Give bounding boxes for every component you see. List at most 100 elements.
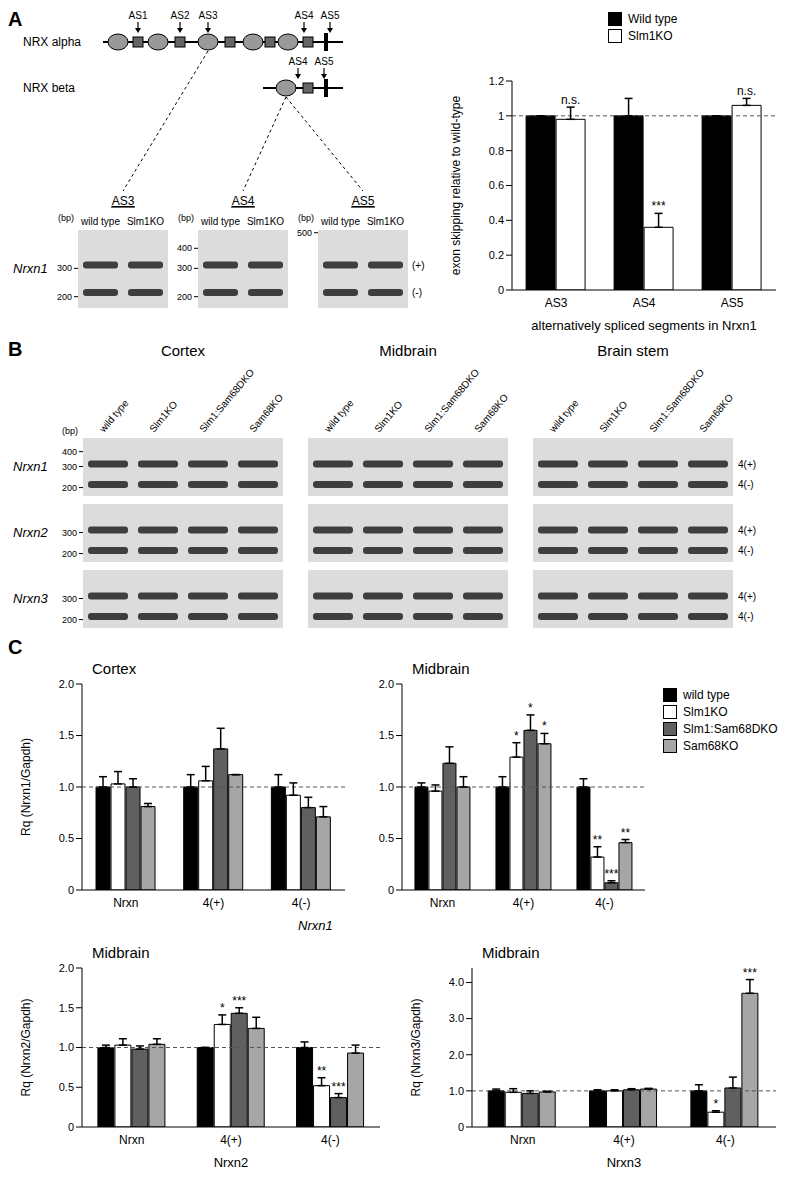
- svg-text:*: *: [514, 729, 519, 743]
- svg-text:**: **: [593, 833, 603, 847]
- svg-text:200: 200: [62, 549, 77, 559]
- svg-text:0: 0: [388, 884, 394, 896]
- svg-text:0: 0: [458, 1121, 464, 1133]
- svg-text:alternatively spliced segments: alternatively spliced segments in Nrxn1: [531, 318, 756, 333]
- svg-text:Nrxn3: Nrxn3: [13, 591, 48, 606]
- svg-text:1: 1: [498, 110, 504, 122]
- svg-text:Nrxn: Nrxn: [113, 896, 138, 910]
- svg-text:AS4: AS4: [633, 296, 656, 310]
- svg-text:0: 0: [68, 1121, 74, 1133]
- svg-text:Rq (Nrxn1/Gapdh): Rq (Nrxn1/Gapdh): [19, 738, 33, 836]
- svg-text:Nrxn2: Nrxn2: [13, 525, 48, 540]
- svg-text:500: 500: [297, 228, 312, 238]
- svg-text:0.6: 0.6: [489, 179, 504, 191]
- svg-text:300: 300: [57, 263, 72, 273]
- svg-text:Sam68KO: Sam68KO: [697, 392, 735, 435]
- svg-text:Cortex: Cortex: [161, 342, 206, 359]
- svg-text:(-): (-): [412, 287, 422, 298]
- svg-text:Sam68KO: Sam68KO: [472, 392, 510, 435]
- svg-text:0.5: 0.5: [59, 832, 74, 844]
- svg-text:Nrxn2: Nrxn2: [214, 1155, 249, 1170]
- svg-text:200: 200: [57, 292, 72, 302]
- svg-text:0.4: 0.4: [489, 214, 504, 226]
- svg-text:Slm1:Sam68DKO: Slm1:Sam68DKO: [422, 367, 481, 435]
- svg-text:4(-): 4(-): [595, 896, 614, 910]
- svg-text:AS5: AS5: [352, 194, 375, 208]
- svg-text:2.0: 2.0: [449, 1049, 464, 1061]
- svg-text:4(-): 4(-): [292, 896, 311, 910]
- svg-text:1.0: 1.0: [449, 1085, 464, 1097]
- svg-text:AS5: AS5: [321, 10, 340, 21]
- svg-text:(bp): (bp): [298, 213, 314, 223]
- svg-text:1.5: 1.5: [379, 729, 394, 741]
- svg-text:Slm1KO: Slm1KO: [247, 216, 284, 227]
- svg-text:0.8: 0.8: [489, 145, 504, 157]
- svg-text:0: 0: [498, 284, 504, 296]
- svg-text:Nrxn1: Nrxn1: [13, 261, 48, 276]
- svg-text:1.0: 1.0: [379, 781, 394, 793]
- svg-text:4(+): 4(+): [738, 525, 756, 536]
- svg-text:n.s.: n.s.: [737, 84, 756, 98]
- svg-text:300: 300: [62, 528, 77, 538]
- svg-text:200: 200: [62, 615, 77, 625]
- svg-text:0.5: 0.5: [59, 1081, 74, 1093]
- svg-text:(bp): (bp): [178, 213, 194, 223]
- svg-text:Slm1:Sam68DKO: Slm1:Sam68DKO: [197, 367, 256, 435]
- svg-text:4.0: 4.0: [449, 976, 464, 988]
- svg-text:4(-): 4(-): [738, 611, 754, 622]
- svg-text:4(-): 4(-): [738, 479, 754, 490]
- svg-text:Nrxn1: Nrxn1: [13, 459, 48, 474]
- svg-text:4(+): 4(+): [738, 459, 756, 470]
- svg-text:AS4: AS4: [232, 194, 255, 208]
- svg-text:Rq (Nrxn2/Gapdh): Rq (Nrxn2/Gapdh): [19, 998, 33, 1096]
- svg-text:***: ***: [604, 867, 618, 881]
- svg-text:AS5: AS5: [721, 296, 744, 310]
- svg-text:AS2: AS2: [171, 10, 190, 21]
- svg-text:300: 300: [177, 263, 192, 273]
- svg-text:***: ***: [232, 994, 246, 1008]
- svg-text:***: ***: [332, 1080, 346, 1094]
- svg-text:wild type: wild type: [320, 216, 360, 227]
- svg-text:2.0: 2.0: [59, 962, 74, 974]
- svg-text:Slm1KO: Slm1KO: [367, 216, 404, 227]
- svg-text:1.0: 1.0: [59, 781, 74, 793]
- svg-text:wild type: wild type: [96, 397, 130, 435]
- svg-text:4(+): 4(+): [220, 1133, 242, 1147]
- svg-text:4(+): 4(+): [613, 1133, 635, 1147]
- svg-text:Nrxn: Nrxn: [119, 1133, 144, 1147]
- svg-text:*: *: [220, 1001, 225, 1015]
- svg-text:***: ***: [652, 199, 666, 213]
- svg-text:AS4: AS4: [289, 56, 308, 67]
- svg-text:4(+): 4(+): [513, 896, 535, 910]
- svg-text:**: **: [621, 826, 631, 840]
- svg-text:*: *: [714, 1097, 719, 1111]
- svg-text:4(-): 4(-): [321, 1133, 340, 1147]
- svg-text:1.2: 1.2: [489, 75, 504, 87]
- svg-text:NRX alpha: NRX alpha: [23, 35, 81, 49]
- svg-text:AS4: AS4: [295, 10, 314, 21]
- svg-text:wild type: wild type: [200, 216, 240, 227]
- svg-text:AS3: AS3: [112, 194, 135, 208]
- svg-text:4(-): 4(-): [716, 1133, 735, 1147]
- svg-text:1.0: 1.0: [59, 1041, 74, 1053]
- svg-text:Midbrain: Midbrain: [379, 342, 437, 359]
- svg-text:*: *: [528, 701, 533, 715]
- svg-text:300: 300: [62, 594, 77, 604]
- svg-text:Rq (Nrxn3/Gapdh): Rq (Nrxn3/Gapdh): [409, 998, 423, 1096]
- svg-text:2.0: 2.0: [379, 678, 394, 690]
- svg-text:3.0: 3.0: [449, 1012, 464, 1024]
- svg-text:Nrxn: Nrxn: [430, 896, 455, 910]
- svg-text:2.0: 2.0: [59, 678, 74, 690]
- svg-text:(bp): (bp): [62, 426, 78, 436]
- svg-text:0: 0: [68, 884, 74, 896]
- svg-text:400: 400: [177, 243, 192, 253]
- svg-text:Nrxn: Nrxn: [510, 1133, 535, 1147]
- svg-text:0.2: 0.2: [489, 249, 504, 261]
- svg-text:wild type: wild type: [546, 397, 580, 435]
- svg-text:0.5: 0.5: [379, 832, 394, 844]
- svg-text:AS3: AS3: [545, 296, 568, 310]
- svg-text:4(+): 4(+): [738, 591, 756, 602]
- svg-text:exon skipping relative to wild: exon skipping relative to wild-type: [449, 95, 463, 275]
- svg-text:4(-): 4(-): [738, 545, 754, 556]
- svg-text:Slm1KO: Slm1KO: [597, 399, 630, 435]
